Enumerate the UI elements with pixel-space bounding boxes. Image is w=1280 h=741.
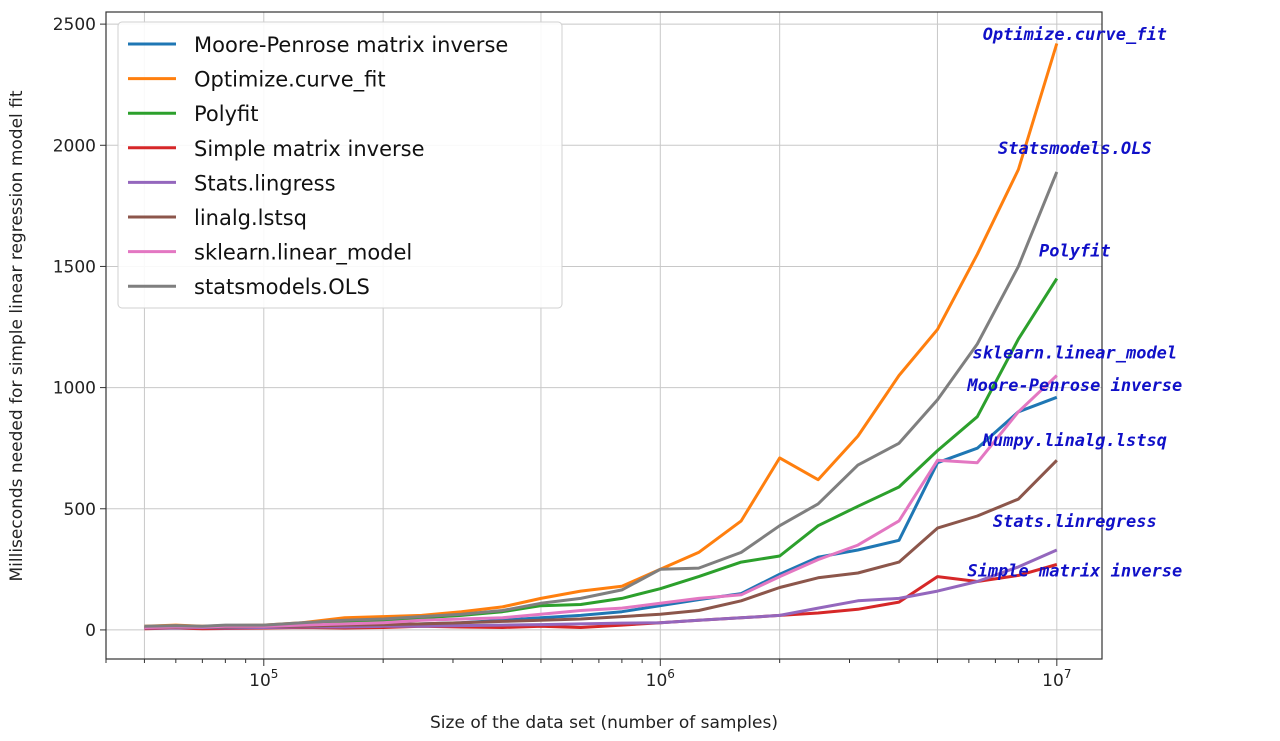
legend: Moore-Penrose matrix inverse Optimize.cur…	[117, 21, 563, 309]
legend-entry: sklearn.linear_model	[194, 241, 412, 266]
annotation-label: Stats.linregress	[993, 512, 1157, 532]
y-axis-label: Milliseconds needed for simple linear re…	[7, 90, 27, 581]
legend-entry: Moore-Penrose matrix inverse	[194, 33, 508, 57]
legend-entry: Stats.lingress	[194, 171, 336, 195]
annotations: Optimize.curve_fit Statsmodels.OLS Polyfit…	[966, 25, 1182, 582]
y-tick-label: 0	[85, 621, 96, 641]
legend-entry: statsmodels.OLS	[194, 275, 370, 299]
y-tick-label: 2500	[53, 15, 96, 35]
legend-box	[117, 21, 563, 309]
y-tick-label: 500	[64, 500, 96, 520]
x-axis-label: Size of the data set (number of samples)	[430, 713, 778, 733]
y-tick-label: 1500	[53, 257, 96, 277]
series-line-statsmodels-ols	[144, 171, 1059, 628]
legend-entry: Simple matrix inverse	[194, 137, 425, 161]
y-tick-label: 1000	[53, 379, 96, 399]
legend-entry: Polyfit	[194, 102, 259, 126]
x-tick-label: 105	[249, 667, 278, 691]
annotation-label: Moore-Penrose inverse	[966, 376, 1182, 396]
x-tick-label: 106	[646, 667, 675, 691]
y-tick-label: 2000	[53, 136, 96, 156]
x-tick-labels: 105 106 107	[249, 659, 1071, 691]
grid	[106, 12, 1102, 659]
minor-ticks	[105, 659, 1040, 663]
annotation-label: sklearn.linear_model	[972, 344, 1177, 364]
annotation-label: Polyfit	[1039, 242, 1111, 262]
x-tick-label: 107	[1042, 667, 1071, 691]
plot-frame	[105, 11, 1103, 660]
y-tick-labels: 0 500 1000 1500 2000 2500	[53, 15, 106, 641]
annotation-label: Numpy.linalg.lstsq	[982, 431, 1167, 451]
legend-entry: linalg.lstsq	[194, 206, 307, 230]
series-lines	[144, 43, 1059, 631]
annotation-label: Optimize.curve_fit	[983, 25, 1167, 45]
annotation-label: Simple matrix inverse	[967, 562, 1182, 582]
legend-entry: Optimize.curve_fit	[194, 68, 386, 93]
annotation-label: Statsmodels.OLS	[998, 139, 1152, 159]
